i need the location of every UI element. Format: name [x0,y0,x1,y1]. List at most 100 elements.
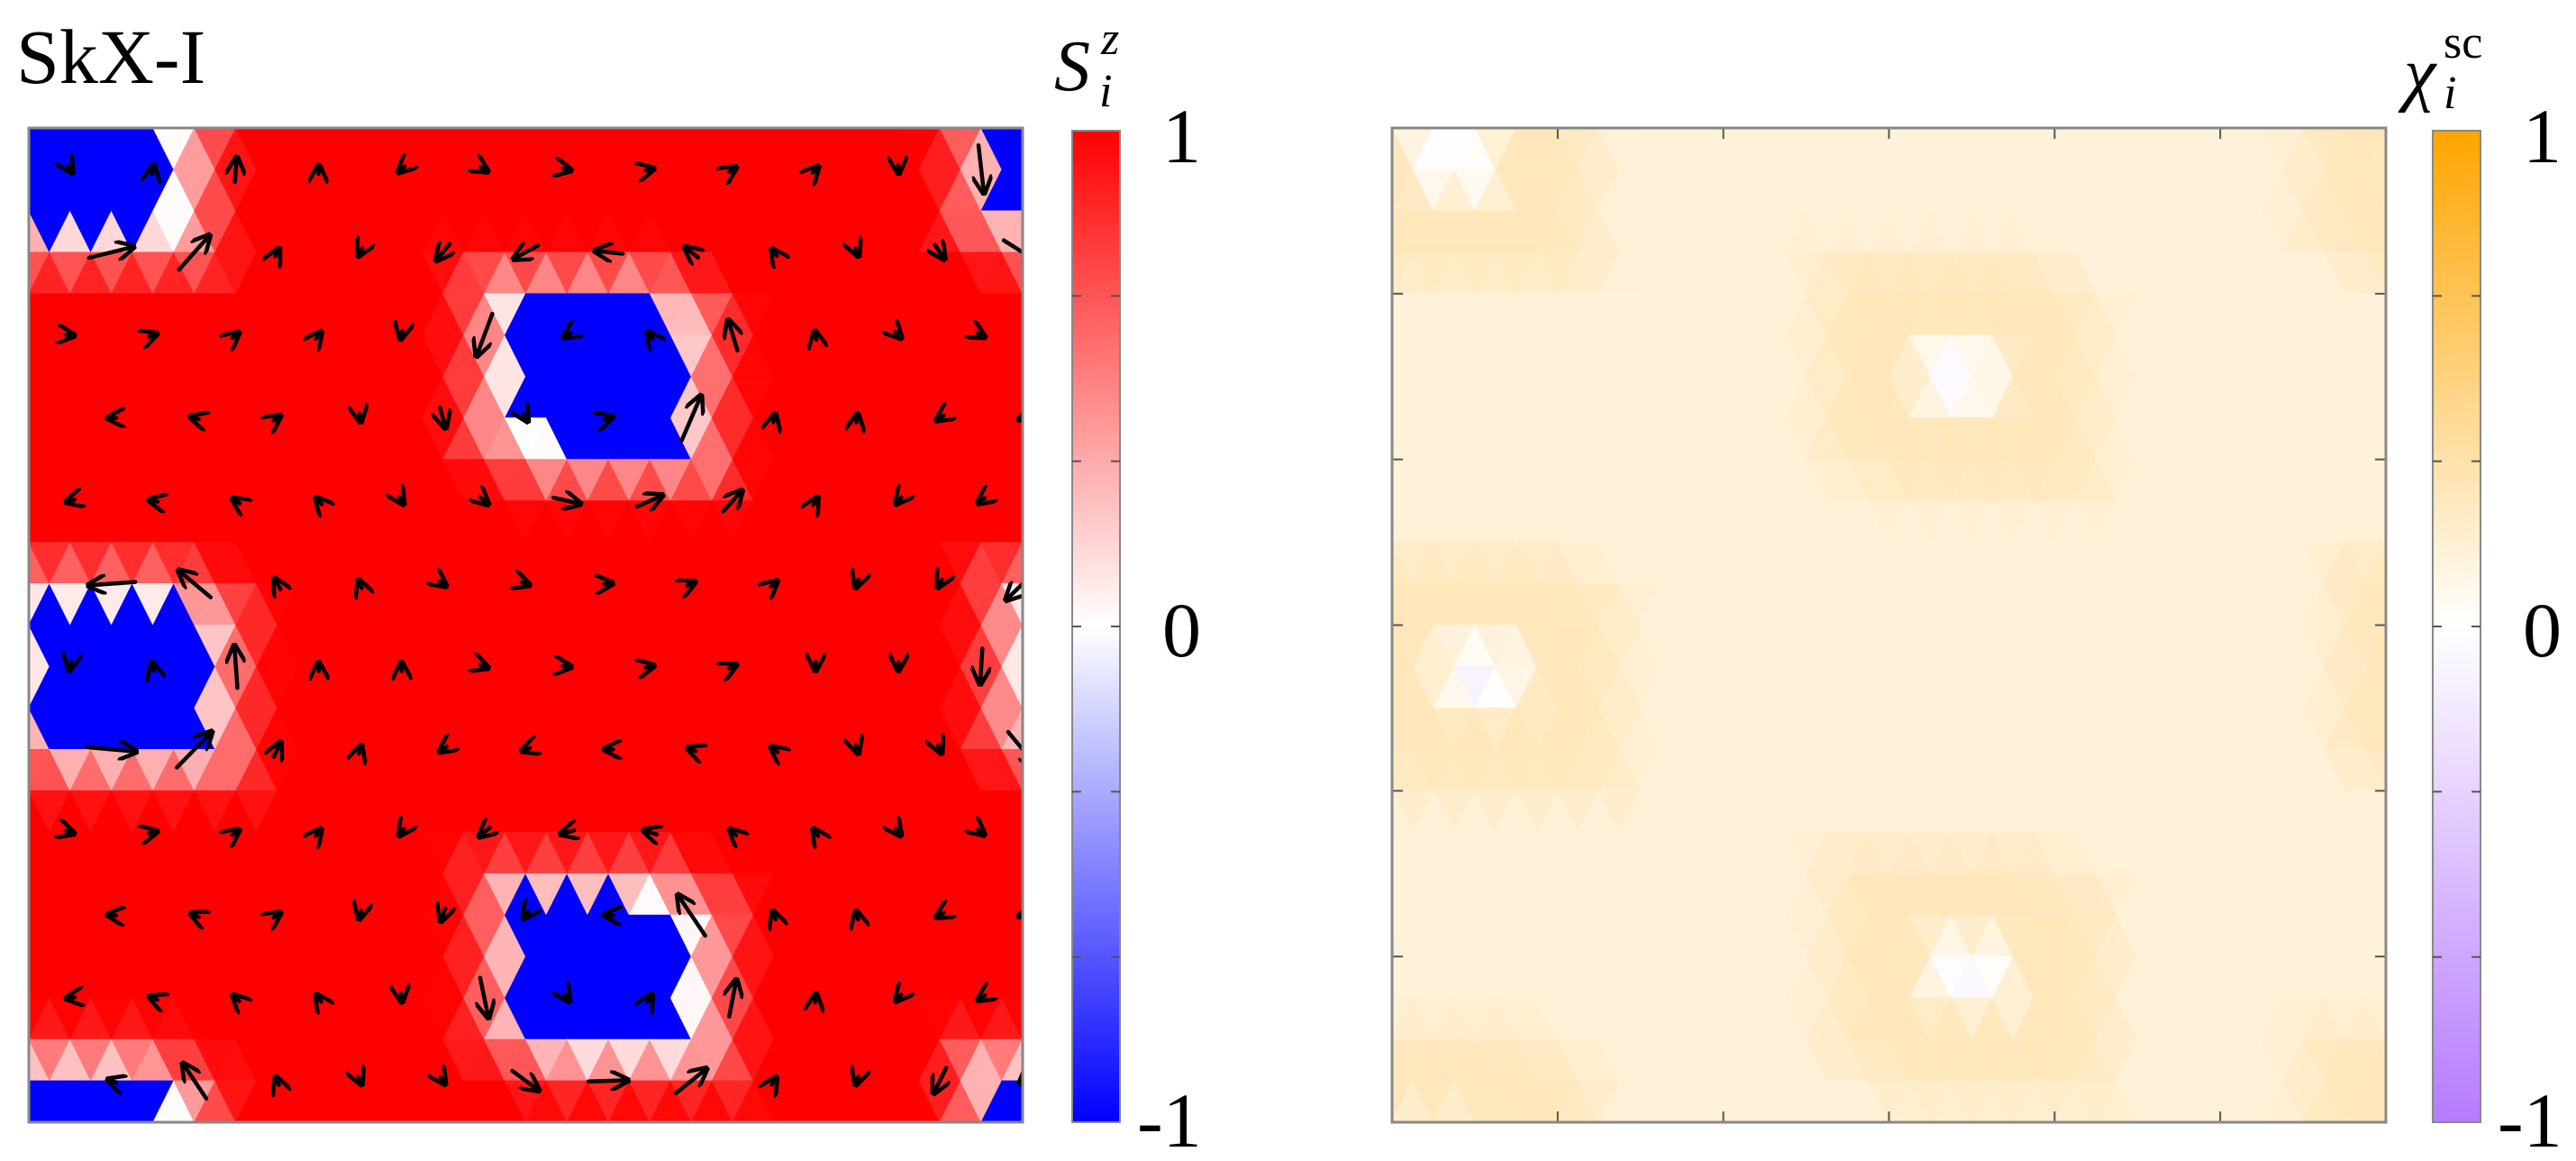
chirality-cell [2364,914,2386,958]
spin-arrow [604,915,613,916]
spin-cell [1022,541,1023,543]
spin-plot-frame [27,126,1024,1124]
chirality-cell [2385,955,2386,957]
chirality-cell [2364,1080,2386,1122]
spin-arrow [149,500,158,502]
spin-cell [732,128,733,129]
spin-arrow [979,142,984,194]
spin-cell [567,128,568,129]
spin-arrow [634,495,663,507]
spin-arrow [896,828,901,836]
spin-cell [483,128,527,129]
spin-cell [1001,707,1023,750]
chirality-colorbar-tick-min: -1 [2498,1077,2562,1161]
chirality-cell [1869,87,1910,128]
chirality-cell [1723,128,1725,129]
chirality-cell [2364,292,2386,336]
spin-arrow [66,831,75,834]
spin-arrow [232,829,240,835]
spin-arrow [84,747,137,752]
spin-cell [401,128,403,129]
spin-cell [690,128,692,129]
spin-cell [484,1121,485,1122]
spin-cell [856,1121,899,1122]
spin-cell [29,955,30,958]
spin-symbol: S [1054,27,1090,106]
spin-arrow [896,332,902,338]
chirality-cell [1846,1121,1890,1122]
spin-cell [607,1121,609,1122]
spin-arrow [232,995,239,1001]
spin-cell [442,128,444,129]
spin-cell [235,1121,237,1122]
chirality-cell [2385,541,2386,543]
spin-cell [1064,1122,1106,1161]
spin-cell [1022,1121,1023,1122]
chirality-cell [2385,873,2386,874]
spin-arrow [685,247,698,258]
chirality-cell [2364,831,2386,875]
spin-arrow [523,911,529,919]
chirality-cell [2385,625,2386,626]
chirality-cell [1763,1121,1807,1122]
spin-cell [1022,1038,1023,1040]
chirality-cell [2302,128,2304,129]
chirality-cell [1805,1121,1849,1122]
chirality-cell [2364,790,2386,833]
chirality-cell [1330,87,1371,128]
spin-cell [235,128,237,129]
chirality-cell [2178,1121,2180,1122]
spin-cell [732,1121,733,1122]
chirality-cell [1516,128,1559,129]
spin-cell [1022,1121,1023,1122]
chirality-cell [2448,1122,2490,1161]
spin-cell [939,1121,982,1122]
spin-arrow [480,665,488,669]
chirality-cell [1557,128,1559,129]
chirality-cell [1971,128,2015,129]
chirality-cell [2219,1121,2262,1122]
chirality-cell [2219,128,2221,129]
spin-cell [856,128,858,129]
chirality-cell [1888,128,1932,129]
chirality-cell [2364,749,2386,792]
chirality-cell [1805,128,1849,129]
spin-cell [1001,500,1023,544]
chirality-cell [2385,376,2386,378]
spin-arrow [316,332,322,339]
spin-arrow [896,498,901,505]
spin-cell [897,1121,941,1122]
chirality-cell [1392,376,1393,378]
chirality-cell [2385,790,2386,791]
spin-arrow [510,1068,540,1091]
spin-cell [29,1121,71,1122]
spin-cell [607,128,609,129]
spin-arrow [480,498,488,505]
chirality-cell [2385,1121,2386,1122]
spin-arrow [359,1077,362,1085]
spin-cell [1022,708,1023,709]
spin-cell [607,128,651,129]
spin-cell [29,1038,30,1040]
chirality-cell [1474,1121,1517,1122]
spin-arrow [86,247,134,258]
spin-arrow [358,249,362,257]
chirality-cell [1847,1121,1848,1122]
chirality-cell [1557,1121,1559,1122]
spin-arrow [595,251,625,253]
chirality-cell [2385,873,2386,875]
spin-arrow [938,745,942,754]
chirality-cell [2344,128,2386,129]
spin-arrow [359,580,362,588]
spin-cell [1001,1080,1023,1122]
spin-cell [649,1121,692,1122]
spin-cell [1022,128,1023,129]
chirality-cell [2136,128,2180,129]
chirality-cell [2385,1121,2386,1122]
spin-arrow [673,1068,707,1096]
spin-cell [29,128,30,129]
spin-cell [1022,624,1023,626]
chirality-cell [1392,790,1393,792]
spin-cell [1022,210,1023,212]
chirality-cell [1806,1121,1807,1122]
